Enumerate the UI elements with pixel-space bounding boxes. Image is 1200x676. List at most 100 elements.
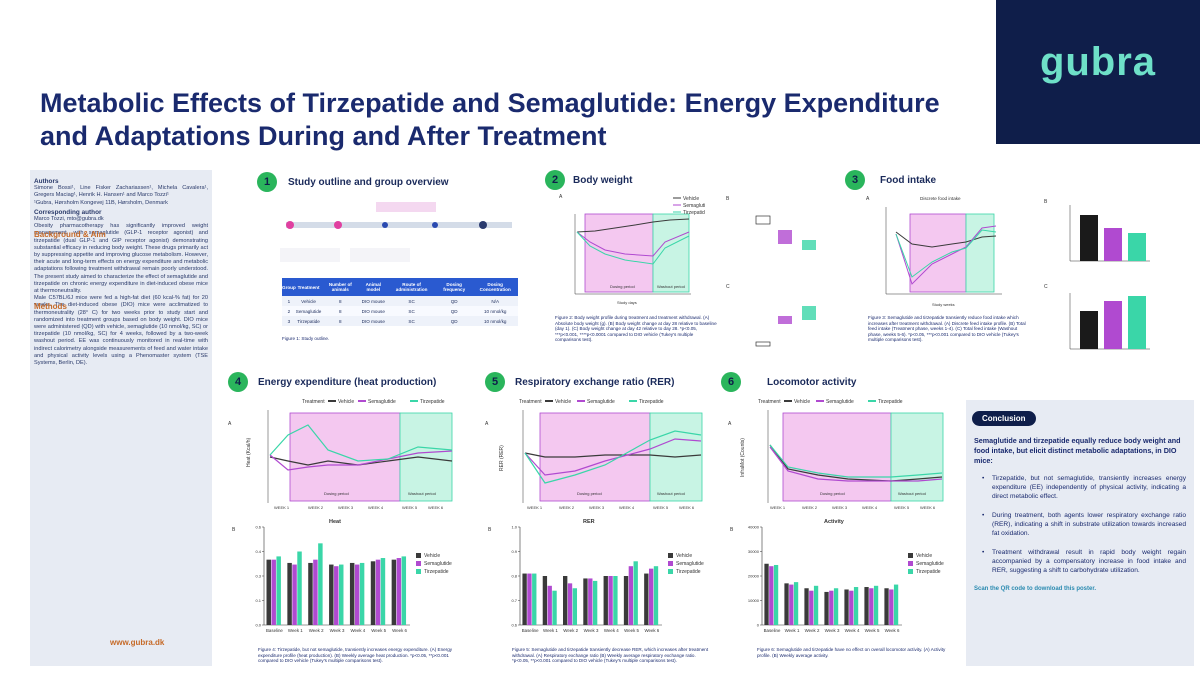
- legend-treatment: Treatment: [302, 399, 325, 405]
- bw-legend: Vehicle Semaglutide Tirzepatide: [673, 196, 705, 216]
- bar: [804, 588, 809, 625]
- y-tick-label: 0.8: [511, 574, 517, 579]
- svg-text:A: A: [485, 421, 489, 427]
- bar: [764, 563, 769, 625]
- table-cell: DIO mouse: [361, 298, 385, 304]
- legend-swatch: [668, 561, 673, 566]
- x-tick-label: Week 5: [865, 628, 880, 633]
- section-1-title: Study outline and group overview: [288, 177, 449, 188]
- bar: [613, 576, 618, 625]
- legend-label: Semaglutide: [916, 561, 944, 567]
- x-tick-label: Week 6: [885, 628, 900, 633]
- week-label: WEEK 3: [589, 505, 605, 510]
- svg-text:B: B: [726, 196, 730, 202]
- week-label: WEEK 6: [679, 505, 695, 510]
- week-label: WEEK 1: [274, 505, 290, 510]
- affiliation: ¹Gubra, Hørsholm Kongevej 11B, Hørsholm,…: [34, 199, 168, 206]
- section-6-title: Locomotor activity: [767, 377, 857, 388]
- section-5-title: Respiratory exchange ratio (RER): [515, 377, 675, 388]
- rer-profile: A Treatment Vehicle Semaglutide Tirzepat…: [485, 399, 703, 510]
- conclusion-point: During treatment, both agents lower resp…: [982, 511, 1186, 538]
- background-text: Obesity pharmacotherapy has significantl…: [34, 223, 208, 295]
- x-tick-label: Week 2: [309, 628, 324, 633]
- y-tick-label: 1.0: [511, 525, 517, 530]
- bar: [853, 587, 859, 625]
- week-label: WEEK 1: [770, 505, 786, 510]
- website-link[interactable]: www.gubra.dk: [110, 637, 165, 647]
- section-3-title: Food intake: [880, 175, 937, 186]
- bar: [824, 591, 829, 625]
- bar: [527, 573, 532, 625]
- chart-title: Heat: [329, 519, 341, 525]
- bar: [789, 584, 794, 625]
- bar: [869, 588, 874, 625]
- bar: [623, 576, 629, 625]
- table-header: Dosing frequency: [443, 282, 466, 292]
- x-tick-label: Baseline: [522, 628, 539, 633]
- bar: [633, 561, 638, 625]
- heat-weekly-bar-chart: B Heat 0.0 0.1 0.3 0.4 0.6 Baseline Week 1 Week 2…: [232, 519, 452, 633]
- table-header: Route of administration: [395, 282, 428, 292]
- x-tick-label: Week 1: [785, 628, 800, 633]
- table-cell: 8: [339, 298, 342, 304]
- x-tick-label: Week 6: [392, 628, 407, 633]
- table-cell: DIO mouse: [361, 308, 385, 314]
- legend-semaglutide: Semaglutide: [587, 399, 615, 405]
- section-2-title: Body weight: [573, 175, 633, 186]
- conclusion-lead: Semaglutide and tirzepatide equally redu…: [974, 436, 1181, 465]
- x-tick-label: Week 3: [825, 628, 840, 633]
- bar: [318, 543, 323, 625]
- chart-title: Activity: [824, 519, 845, 525]
- y-tick-label: 40000: [748, 525, 760, 530]
- week-label: WEEK 2: [802, 505, 818, 510]
- bar: [271, 559, 276, 625]
- corresponding-author: Marco Tozzi, mto@gubra.dk: [34, 216, 104, 223]
- legend-tirzepatide: Tirzepatide: [683, 210, 705, 216]
- dosing-period-label: Dosing period: [610, 284, 635, 289]
- bar: [793, 582, 799, 625]
- section-4-number: 4: [228, 372, 248, 392]
- week-label: WEEK 3: [338, 505, 354, 510]
- bar: [329, 564, 334, 625]
- conclusion-panel: Conclusion Semaglutide and tirzepatide e…: [966, 400, 1194, 666]
- bar: [287, 562, 292, 625]
- bw-x-label: Study days: [617, 300, 637, 305]
- figure-2-caption: Figure 2: Body weight profile during tre…: [555, 315, 717, 343]
- figure-3-caption: Figure 3: Semaglutide and tirzepatide tr…: [868, 315, 1026, 343]
- bar: [563, 576, 568, 625]
- legend-swatch: [668, 569, 673, 574]
- x-tick-label: Week 6: [644, 628, 659, 633]
- bar: [359, 562, 365, 625]
- table-cell: 2: [287, 308, 291, 314]
- bar: [339, 564, 344, 625]
- food-intake-bars: B C: [1044, 199, 1150, 350]
- legend-swatch: [908, 569, 913, 574]
- table-cell: 10 nmol/kg: [483, 308, 507, 314]
- bar: [313, 559, 318, 625]
- authors-list: Simone Bossi¹, Line Fisker Zachariassen¹…: [34, 185, 208, 199]
- table-cell: SC: [408, 308, 415, 314]
- x-tick-label: Week 4: [604, 628, 619, 633]
- week-label: WEEK 5: [653, 505, 669, 510]
- x-tick-label: Week 5: [371, 628, 386, 633]
- week-label: WEEK 5: [894, 505, 910, 510]
- legend-label: Tirzepatide: [676, 569, 701, 575]
- legend-swatch: [416, 569, 421, 574]
- panel-label: B: [488, 527, 492, 533]
- bar: [849, 590, 854, 625]
- svg-text:C: C: [726, 284, 730, 290]
- study-timeline: [280, 202, 512, 262]
- x-tick-label: Week 1: [543, 628, 558, 633]
- legend-label: Vehicle: [424, 553, 440, 559]
- table-cell: Tirzepatide: [297, 318, 320, 324]
- washout-period-label: Washout period: [657, 284, 685, 289]
- qr-download-text[interactable]: Scan the QR code to download this poster…: [974, 586, 1097, 592]
- bar: [532, 573, 537, 625]
- bar: [644, 573, 649, 625]
- sidebar: Authors Simone Bossi¹, Line Fisker Zacha…: [30, 170, 212, 666]
- section-6-number: 6: [721, 372, 741, 392]
- bar: [648, 568, 654, 625]
- table-header: Animal model: [365, 282, 381, 292]
- legend-swatch: [908, 553, 913, 558]
- panel-label: B: [232, 527, 236, 533]
